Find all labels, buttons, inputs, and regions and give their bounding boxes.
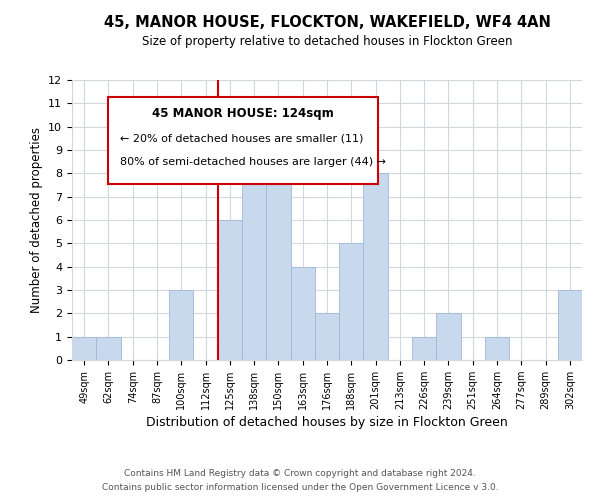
Text: Size of property relative to detached houses in Flockton Green: Size of property relative to detached ho… [142, 35, 512, 48]
Text: 45, MANOR HOUSE, FLOCKTON, WAKEFIELD, WF4 4AN: 45, MANOR HOUSE, FLOCKTON, WAKEFIELD, WF… [104, 15, 550, 30]
Text: 45 MANOR HOUSE: 124sqm: 45 MANOR HOUSE: 124sqm [152, 106, 334, 120]
X-axis label: Distribution of detached houses by size in Flockton Green: Distribution of detached houses by size … [146, 416, 508, 429]
Bar [315, 314, 339, 360]
Bar [242, 126, 266, 360]
Bar [485, 336, 509, 360]
Bar [364, 174, 388, 360]
Text: 80% of semi-detached houses are larger (44) →: 80% of semi-detached houses are larger (… [121, 157, 386, 167]
Bar [290, 266, 315, 360]
Bar [558, 290, 582, 360]
Y-axis label: Number of detached properties: Number of detached properties [29, 127, 43, 313]
Bar [72, 336, 96, 360]
Text: Contains HM Land Registry data © Crown copyright and database right 2024.: Contains HM Land Registry data © Crown c… [124, 468, 476, 477]
Text: Contains public sector information licensed under the Open Government Licence v : Contains public sector information licen… [101, 484, 499, 492]
FancyBboxPatch shape [108, 97, 378, 184]
Bar [436, 314, 461, 360]
Bar [266, 174, 290, 360]
Text: ← 20% of detached houses are smaller (11): ← 20% of detached houses are smaller (11… [121, 133, 364, 143]
Bar [218, 220, 242, 360]
Bar [339, 244, 364, 360]
Bar [169, 290, 193, 360]
Bar [412, 336, 436, 360]
Bar [96, 336, 121, 360]
